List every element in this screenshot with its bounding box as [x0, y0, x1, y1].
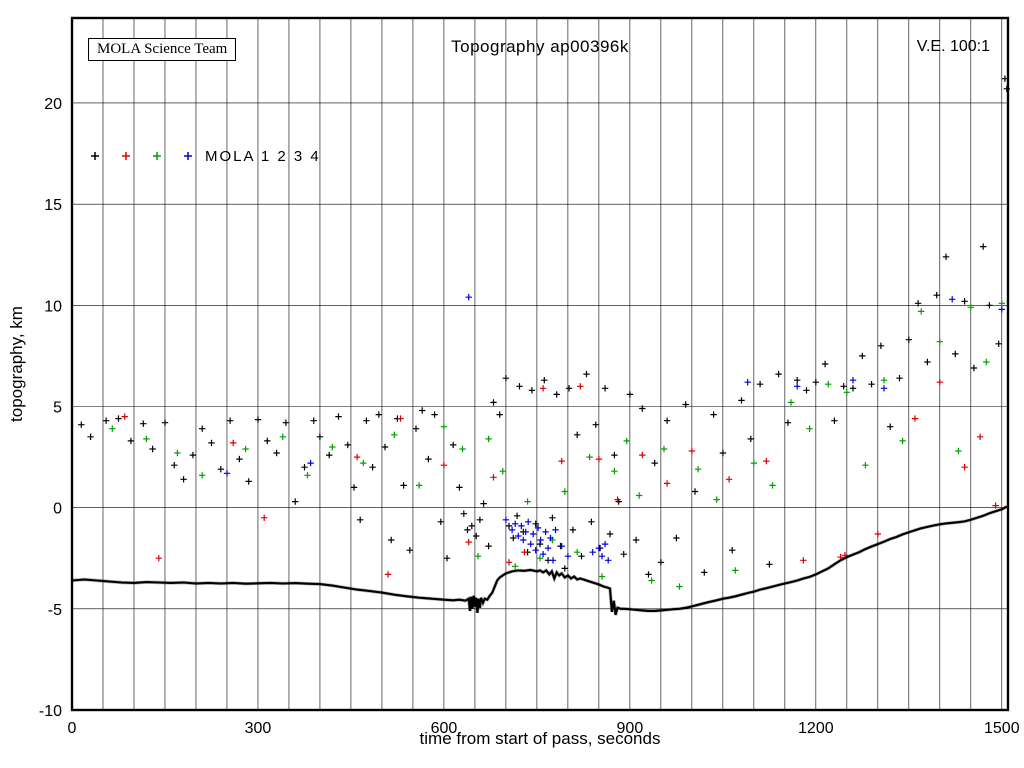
y-tick-label: -10	[39, 703, 62, 720]
vertical-exaggeration-label: V.E. 100:1	[916, 38, 990, 55]
y-tick-label: 15	[44, 197, 62, 214]
x-tick-label: 300	[245, 720, 272, 737]
y-axis-label: topography, km	[7, 306, 26, 422]
y-tick-labels: -10 -5 0 5 10 15 20	[39, 96, 62, 720]
plot-frame	[70, 16, 1010, 712]
legend-markers	[91, 152, 192, 160]
series-mola-4	[223, 294, 1005, 564]
x-tick-label: 900	[617, 720, 644, 737]
credit-box: MOLA Science Team	[88, 38, 237, 61]
series-ground-track	[71, 505, 1008, 616]
grid-lines	[71, 18, 1008, 711]
series-mola-2	[121, 379, 999, 578]
series-mola-1	[78, 75, 1010, 578]
legend-label: MOLA 1 2 3 4	[205, 148, 321, 165]
y-tick-label: 10	[44, 298, 62, 315]
legend-marker-2	[122, 152, 130, 160]
legend-marker-1	[91, 152, 99, 160]
y-tick-label: 5	[53, 399, 62, 416]
y-tick-label: -5	[48, 602, 62, 619]
legend-marker-4	[184, 152, 192, 160]
x-tick-label: 0	[68, 720, 77, 737]
plot-title: Topography ap00396k	[451, 37, 629, 56]
legend-marker-3	[153, 152, 161, 160]
x-tick-label: 600	[431, 720, 458, 737]
y-tick-label: 20	[44, 96, 62, 113]
x-axis-label: time from start of pass, seconds	[419, 729, 661, 748]
series-mola-3	[109, 300, 1005, 590]
x-tick-label: 1200	[798, 720, 834, 737]
y-tick-label: 0	[53, 501, 62, 518]
x-tick-label: 1500	[984, 720, 1020, 737]
x-tick-labels: 0 300 600 900 1200 1500	[68, 720, 1020, 737]
